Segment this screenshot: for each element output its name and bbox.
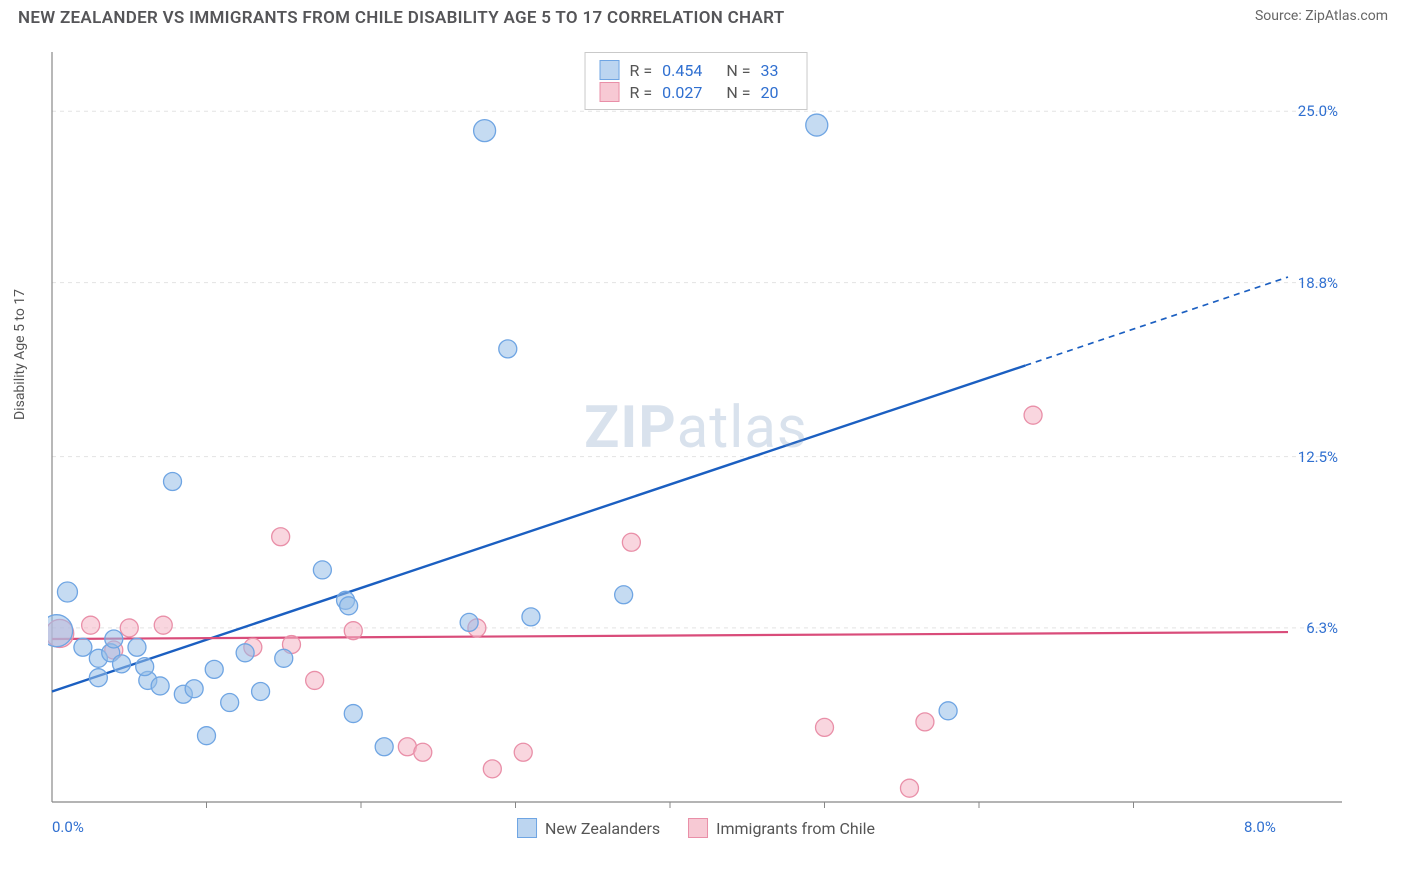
watermark: ZIPatlas — [584, 394, 808, 462]
n-label: N = — [726, 61, 750, 80]
r-label: R = — [630, 61, 653, 80]
n-value: 33 — [760, 61, 778, 80]
header-bar: NEW ZEALANDER VS IMMIGRANTS FROM CHILE D… — [0, 0, 1406, 32]
series-legend-item: Immigrants from Chile — [688, 818, 875, 838]
legend-swatch-icon — [600, 60, 620, 80]
legend-swatch-icon — [600, 82, 620, 102]
y-tick-label: 12.5% — [1298, 448, 1338, 466]
series-legend-label: New Zealanders — [545, 819, 660, 838]
r-value: 0.027 — [662, 83, 702, 102]
series-legend-label: Immigrants from Chile — [716, 819, 875, 838]
x-tick-label: 0.0% — [52, 818, 84, 836]
correlation-legend: R = 0.454 N = 33 R = 0.027 N = 20 — [585, 52, 808, 110]
chart-title: NEW ZEALANDER VS IMMIGRANTS FROM CHILE D… — [18, 8, 784, 28]
n-label: N = — [726, 83, 750, 102]
r-label: R = — [630, 83, 653, 102]
watermark-bold: ZIP — [584, 394, 677, 462]
x-tick-label: 8.0% — [1244, 818, 1276, 836]
correlation-legend-row: R = 0.454 N = 33 — [600, 59, 793, 81]
chart-area: ZIPatlas R = 0.454 N = 33 R = 0.027 N = … — [48, 48, 1344, 808]
source-label: Source: ZipAtlas.com — [1255, 8, 1388, 24]
watermark-rest: atlas — [677, 394, 808, 462]
series-legend-item: New Zealanders — [517, 818, 660, 838]
series-legend: New Zealanders Immigrants from Chile — [517, 818, 875, 838]
legend-swatch-icon — [517, 818, 537, 838]
correlation-legend-row: R = 0.027 N = 20 — [600, 81, 793, 103]
y-tick-label: 6.3% — [1306, 619, 1338, 637]
y-axis-label: Disability Age 5 to 17 — [12, 289, 28, 420]
y-tick-label: 18.8% — [1298, 274, 1338, 292]
n-value: 20 — [760, 83, 778, 102]
legend-swatch-icon — [688, 818, 708, 838]
r-value: 0.454 — [662, 61, 702, 80]
y-tick-label: 25.0% — [1298, 102, 1338, 120]
